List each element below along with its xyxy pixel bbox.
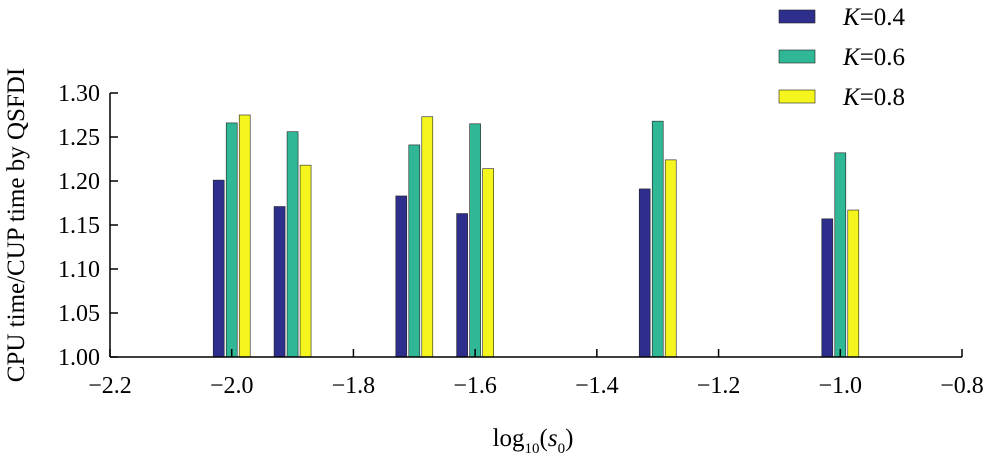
bar-k-0-4 xyxy=(273,206,286,358)
x-tick-label: −1.2 xyxy=(697,373,741,399)
x-tick-label: −1.6 xyxy=(453,373,497,399)
y-tick-label: 1.15 xyxy=(58,213,100,239)
x-axis-label-var: s xyxy=(548,425,558,452)
legend-swatch xyxy=(778,49,816,64)
y-tick-label: 1.05 xyxy=(58,301,100,327)
bar-k-0-6 xyxy=(834,152,847,358)
bar-k-0-8 xyxy=(482,168,494,358)
bar-k-0-8 xyxy=(299,164,312,358)
bar-k-0-8 xyxy=(664,159,677,358)
y-tick-label: 1.20 xyxy=(58,169,100,195)
bar-k-0-6 xyxy=(469,123,481,358)
y-tick-label: 1.30 xyxy=(58,81,100,107)
y-tick-label: 1.25 xyxy=(58,125,100,151)
bar-k-0-4 xyxy=(638,188,651,358)
x-ticks: −2.2 −2.0 −1.8 −1.6 −1.4 −1.2 −1.0 −0.8 xyxy=(88,349,984,399)
x-tick-label: −1.0 xyxy=(819,373,863,399)
x-tick-label: −1.4 xyxy=(575,373,619,399)
y-tick-label: 1.00 xyxy=(58,345,100,371)
bar-k-0-6 xyxy=(225,122,238,358)
legend-label: K=0.8 xyxy=(842,84,905,111)
legend-swatch xyxy=(778,9,816,24)
x-axis-label-open: ( xyxy=(540,425,548,452)
legend-swatch xyxy=(778,89,816,104)
legend-label: K=0.6 xyxy=(842,44,905,71)
bar-k-0-6 xyxy=(408,144,421,358)
x-axis-label-close: ) xyxy=(565,425,573,452)
bars-group xyxy=(212,114,860,358)
bar-k-0-8 xyxy=(421,116,434,358)
bar-k-0-4 xyxy=(821,218,834,358)
y-ticks: 1.00 1.05 1.10 1.15 1.20 1.25 1.30 xyxy=(58,81,118,371)
bar-k-0-4 xyxy=(456,213,468,358)
y-axis-label: CPU time/CUP time by QSFDI xyxy=(3,68,30,382)
x-tick-label: −2.2 xyxy=(88,373,132,399)
x-tick-label: −0.8 xyxy=(940,373,984,399)
bar-k-0-8 xyxy=(847,209,860,358)
x-axis-label: log10(s0) xyxy=(493,425,574,457)
x-axis-label-log: log xyxy=(493,425,525,452)
bar-k-0-6 xyxy=(286,131,299,358)
x-axis-label-base: 10 xyxy=(525,441,540,457)
bar-k-0-4 xyxy=(212,179,225,358)
y-tick-label: 1.10 xyxy=(58,257,100,283)
bar-k-0-4 xyxy=(395,195,408,358)
x-tick-label: −2.0 xyxy=(210,373,254,399)
bar-k-0-6 xyxy=(651,120,664,358)
x-tick-label: −1.8 xyxy=(332,373,376,399)
legend-label: K=0.4 xyxy=(842,4,906,31)
x-axis-label-var-sub: 0 xyxy=(558,441,566,457)
bar-k-0-8 xyxy=(238,114,251,358)
legend: K=0.4 K=0.6 K=0.8 xyxy=(778,4,906,111)
